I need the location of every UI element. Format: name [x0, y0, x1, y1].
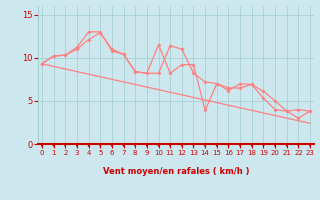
X-axis label: Vent moyen/en rafales ( km/h ): Vent moyen/en rafales ( km/h ): [103, 167, 249, 176]
